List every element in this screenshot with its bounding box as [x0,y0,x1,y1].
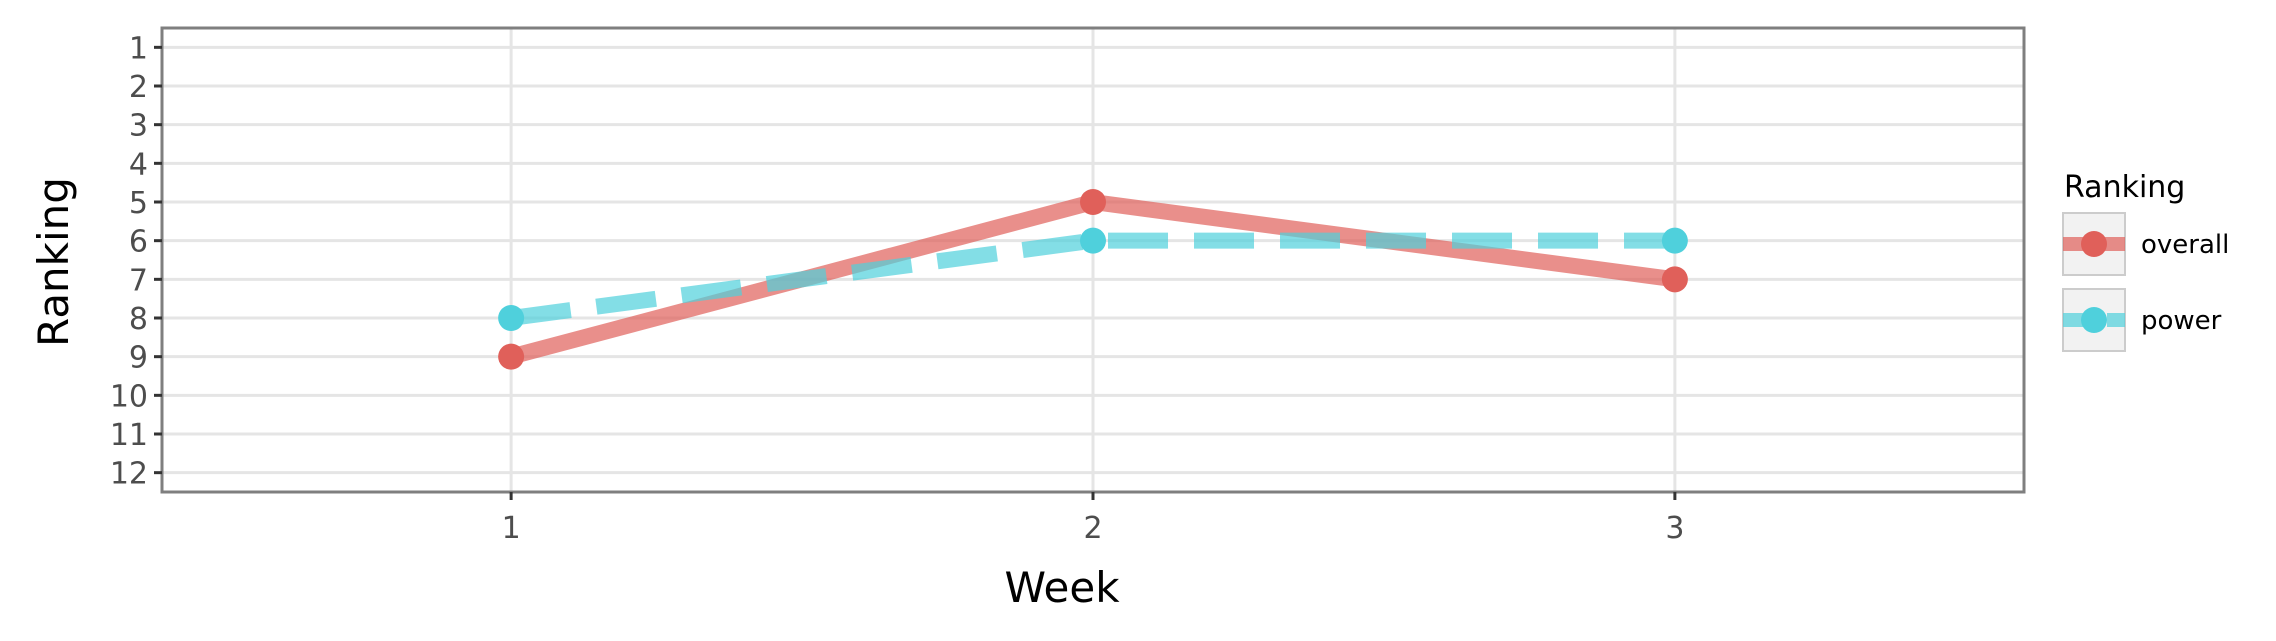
x-tick-label: 1 [502,511,521,546]
y-tick-label: 1 [129,31,148,66]
legend-key-point [2081,307,2107,333]
y-tick-label: 7 [129,263,148,298]
y-tick-label: 11 [110,418,148,453]
legend-item-power: power [2062,288,2222,352]
y-tick-label: 6 [129,225,148,260]
y-tick-label: 10 [110,379,148,414]
data-point-overall [1080,189,1106,215]
data-point-power [1661,227,1688,254]
data-point-power [1080,227,1106,254]
grid-lines [162,28,2024,492]
legend-key-point [2081,231,2107,257]
y-axis-title: Ranking [29,177,78,347]
y-tick-label: 8 [129,302,148,337]
data-point-overall [498,343,525,370]
y-tick-label: 3 [129,109,148,144]
x-tick-label: 3 [1665,511,1684,546]
x-tick-label: 2 [1083,511,1102,546]
series-points [498,189,1688,370]
x-axis-ticks: 1 2 3 [502,492,1684,546]
legend-title: Ranking [2064,170,2185,205]
legend: Ranking overall power [2062,170,2229,352]
y-tick-label: 9 [129,341,148,376]
data-point-overall [1661,266,1688,293]
y-tick-label: 12 [110,457,148,492]
y-tick-label: 5 [129,186,148,221]
series-line-power [510,232,1675,326]
legend-label: power [2141,306,2222,336]
data-point-power [498,305,525,331]
y-tick-label: 4 [129,147,148,182]
y-tick-label: 2 [129,70,148,105]
legend-item-overall: overall [2062,212,2229,276]
x-axis-title: Week [1004,563,1120,612]
legend-label: overall [2141,230,2229,260]
